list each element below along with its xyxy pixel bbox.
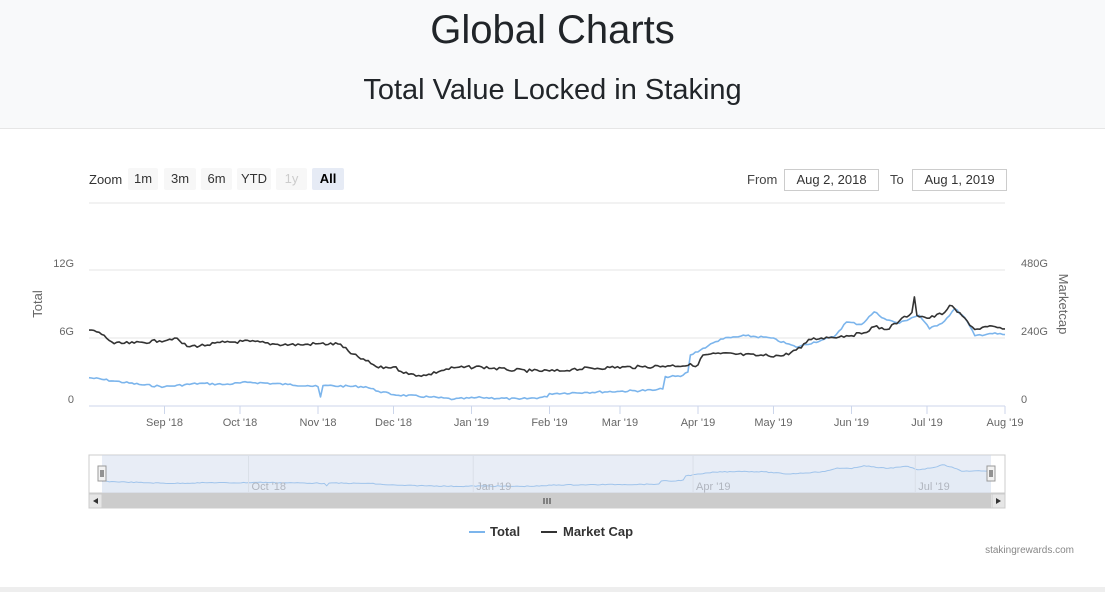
to-date-input[interactable]: Aug 1, 2019 xyxy=(912,169,1007,191)
navigator-series-line xyxy=(101,464,992,488)
header-band xyxy=(0,0,1105,129)
chart-heading: Total Value Locked in Staking xyxy=(363,74,742,106)
arrow-right-icon xyxy=(996,498,1001,504)
zoom-label: Zoom xyxy=(89,172,123,187)
x-tick-label: Nov '18 xyxy=(300,417,337,429)
legend: Total Market Cap xyxy=(469,524,633,539)
navigator-area xyxy=(102,464,991,492)
from-label: From xyxy=(747,172,778,187)
zoom-ytd-button[interactable]: YTD xyxy=(237,168,271,190)
y-tick-label-left: 6G xyxy=(59,326,74,338)
y-axis-title-right: Marketcap xyxy=(1056,274,1071,335)
page-bottom-border xyxy=(0,587,1105,592)
x-tick-label: Sep '18 xyxy=(146,417,183,429)
scrollbar[interactable] xyxy=(88,493,1006,509)
x-tick-label: Jul '19 xyxy=(911,417,942,429)
navigator-selection[interactable] xyxy=(102,455,991,493)
y-tick-label-left: 0 xyxy=(68,394,74,406)
navigator-tick-label: Oct '18 xyxy=(252,481,287,493)
navigator-right-handle[interactable] xyxy=(986,465,996,482)
arrow-left-icon xyxy=(93,498,98,504)
navigator-tick-label: Apr '19 xyxy=(696,481,731,493)
x-tick-label: Mar '19 xyxy=(602,417,638,429)
from-date-input[interactable]: Aug 2, 2018 xyxy=(784,169,879,191)
zoom-3m-button[interactable]: 3m xyxy=(164,168,196,190)
legend-item-market-cap[interactable]: Market Cap xyxy=(541,524,633,539)
navigator-tick-label: Jul '19 xyxy=(918,481,949,493)
y-tick-label-right: 240G xyxy=(1021,326,1048,338)
page-title: Global Charts xyxy=(430,8,675,52)
legend-item-total[interactable]: Total xyxy=(469,524,520,539)
to-label: To xyxy=(890,172,904,187)
x-tick-label: Feb '19 xyxy=(531,417,567,429)
series-line-market-cap[interactable] xyxy=(88,296,1005,378)
zoom-all-button[interactable]: All xyxy=(312,168,344,190)
y-tick-label-right: 480G xyxy=(1021,258,1048,270)
navigator-frame xyxy=(88,454,1006,494)
x-tick-label: Aug '19 xyxy=(987,417,1024,429)
navigator[interactable]: Oct '18 Jan '19 Apr '19 Jul '19 xyxy=(88,454,1006,494)
zoom-1m-button[interactable]: 1m xyxy=(128,168,158,190)
y-axis-title-left: Total xyxy=(30,290,45,318)
x-tick-label: Jun '19 xyxy=(834,417,869,429)
series-line-total[interactable] xyxy=(88,307,1006,401)
navigator-left-handle[interactable] xyxy=(97,465,107,482)
y-tick-label-left: 12G xyxy=(53,258,74,270)
zoom-1y-button[interactable]: 1y xyxy=(276,168,307,190)
zoom-6m-button[interactable]: 6m xyxy=(201,168,232,190)
navigator-tick-label: Jan '19 xyxy=(476,481,511,493)
x-tick-label: Jan '19 xyxy=(454,417,489,429)
y-tick-label-right: 0 xyxy=(1021,394,1027,406)
x-tick-label: May '19 xyxy=(754,417,792,429)
source-credit[interactable]: stakingrewards.com xyxy=(985,545,1074,556)
x-tick-label: Oct '18 xyxy=(223,417,258,429)
legend-label-total: Total xyxy=(490,524,520,539)
legend-label-market-cap: Market Cap xyxy=(563,524,633,539)
x-tick-label: Apr '19 xyxy=(681,417,716,429)
x-tick-label: Dec '18 xyxy=(375,417,412,429)
